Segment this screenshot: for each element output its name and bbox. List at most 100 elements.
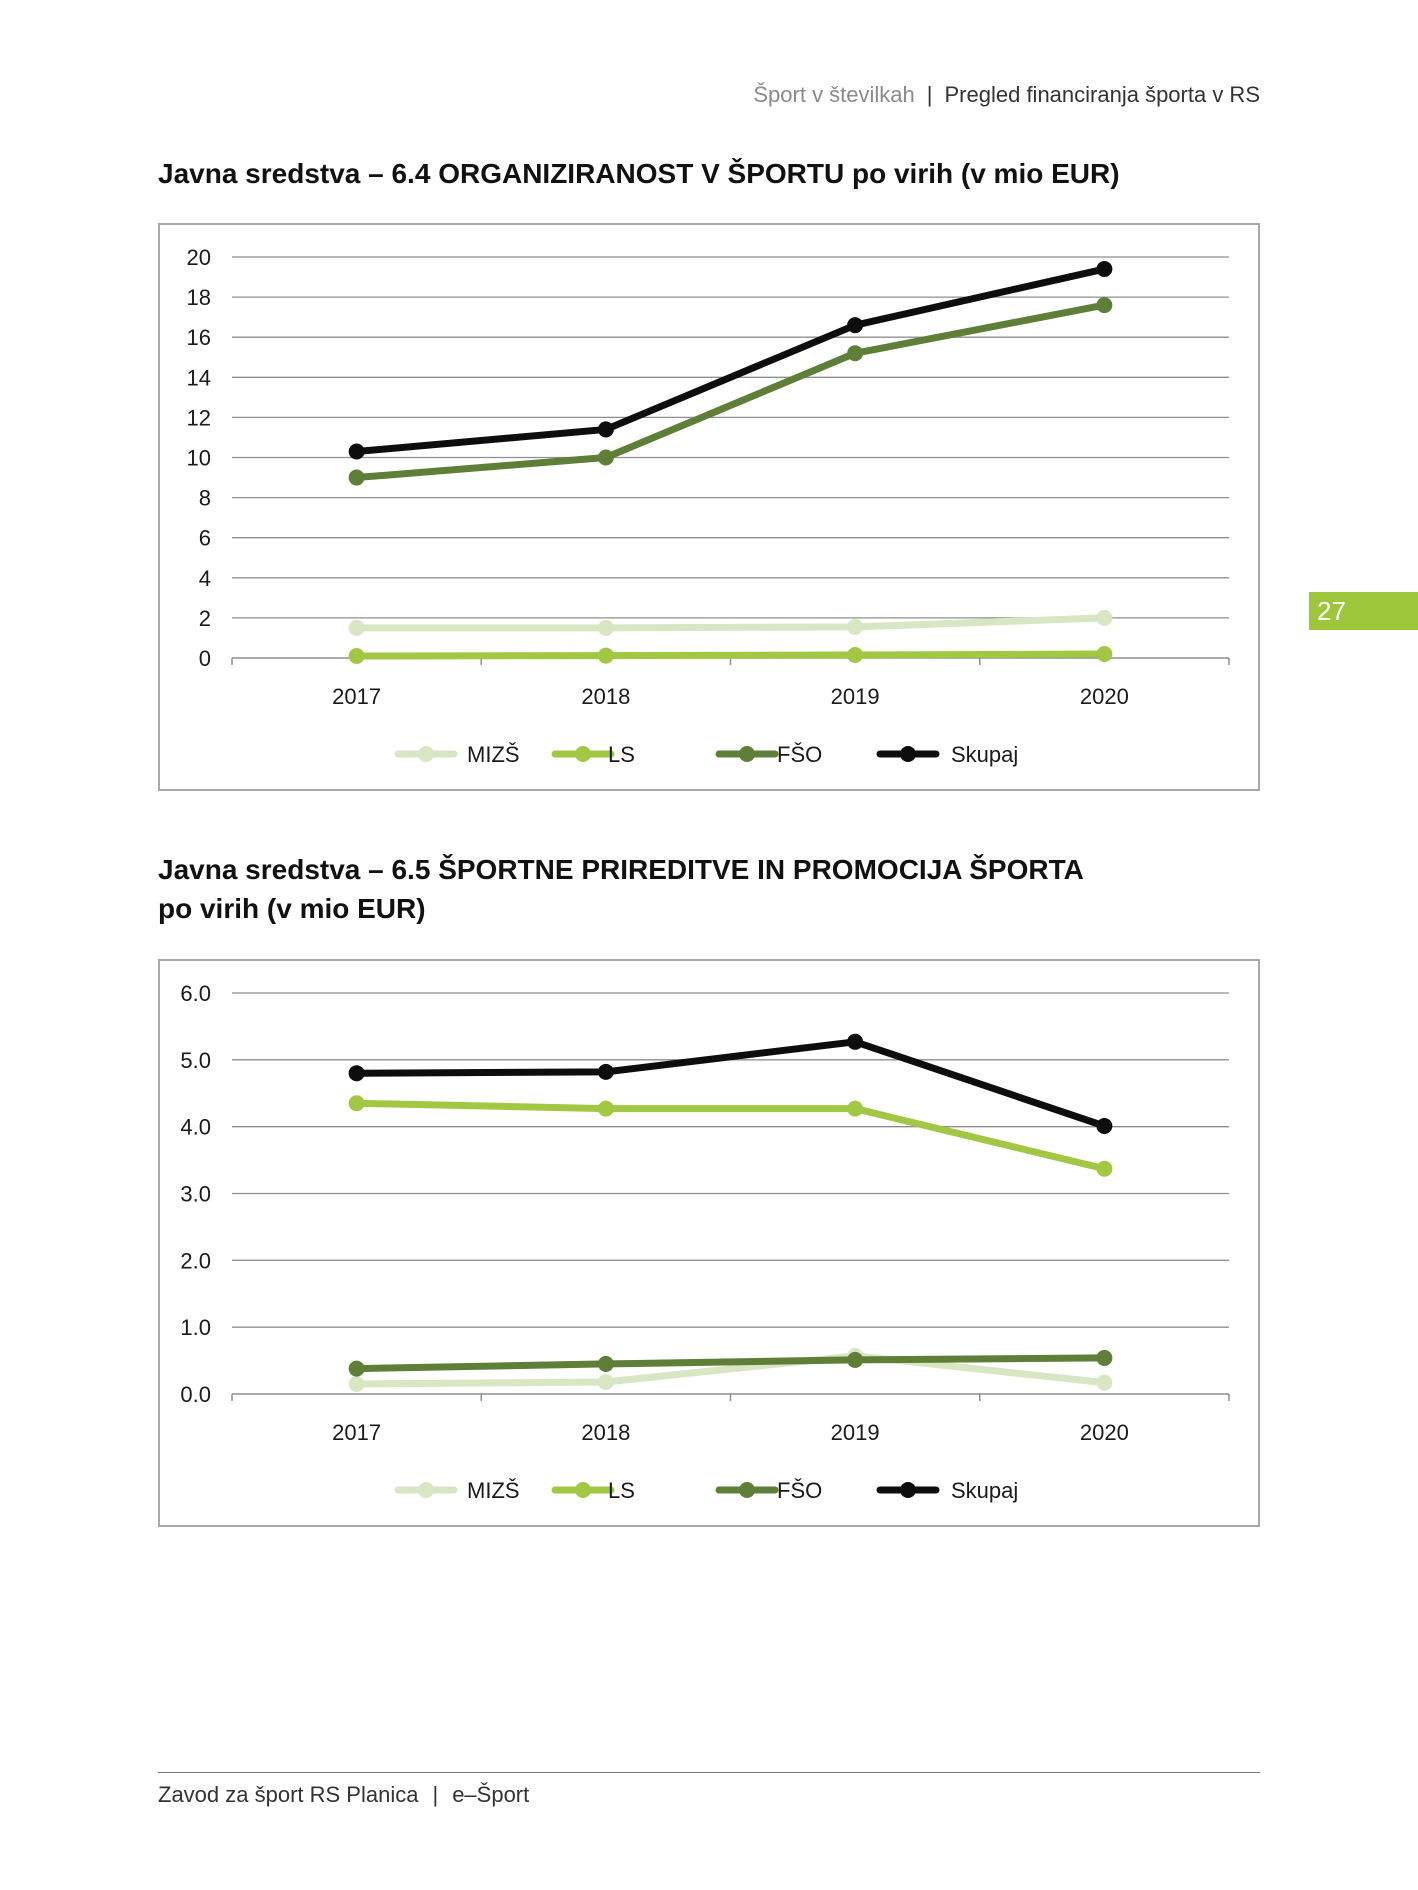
data-point [348, 469, 365, 486]
legend-swatch-marker [418, 746, 434, 762]
series-mizs [348, 1347, 1113, 1392]
x-tick-label: 2018 [581, 1420, 630, 1445]
data-point [1096, 1349, 1113, 1366]
footer-divider [158, 1772, 1260, 1773]
x-tick-label: 2019 [831, 684, 880, 709]
y-tick-label: 20 [187, 245, 211, 270]
data-point [348, 1095, 365, 1112]
running-header: Šport v številkah | Pregled financiranja š… [753, 82, 1260, 108]
y-tick-label: 12 [187, 405, 211, 430]
legend-swatch-marker [739, 746, 755, 762]
series-ls [348, 1095, 1113, 1177]
data-point [847, 1351, 864, 1368]
legend-swatch-marker [900, 746, 916, 762]
data-point [597, 619, 614, 636]
y-tick-label: 6.0 [180, 981, 211, 1006]
legend-label: MIZŠ [467, 1478, 520, 1503]
chart-title-1-line: Javna sredstva – 6.4 ORGANIZIRANOST V ŠP… [158, 158, 1120, 189]
y-tick-label: 0 [199, 646, 211, 671]
y-tick-label: 2.0 [180, 1248, 211, 1273]
chart-title-1: Javna sredstva – 6.4 ORGANIZIRANOST V ŠP… [158, 154, 1120, 193]
legend-label: Skupaj [951, 742, 1018, 767]
data-point [847, 345, 864, 362]
page-number: 27 [1309, 592, 1418, 630]
data-point [1096, 1374, 1113, 1391]
series-mizs [348, 609, 1113, 636]
data-point [597, 1355, 614, 1372]
legend: MIZŠ LS FŠO Skupaj [394, 1478, 1018, 1503]
data-point [847, 1100, 864, 1117]
legend-label: MIZŠ [467, 742, 520, 767]
series-line [353, 650, 1108, 660]
data-point [847, 1033, 864, 1050]
x-tick-label: 2018 [581, 684, 630, 709]
data-point [597, 449, 614, 466]
x-axis-ticks: 2017 2018 2019 2020 [231, 1394, 1230, 1445]
y-tick-label: 5.0 [180, 1048, 211, 1073]
y-tick-label: 0.0 [180, 1382, 211, 1407]
y-tick-label: 8 [199, 486, 211, 511]
x-tick-label: 2019 [831, 1420, 880, 1445]
data-point [348, 619, 365, 636]
data-point [348, 1360, 365, 1377]
legend-swatch-marker [900, 1482, 916, 1498]
series-skupaj [348, 261, 1113, 460]
x-tick-label: 2017 [332, 684, 381, 709]
gridlines [232, 992, 1229, 1328]
gridlines [232, 256, 1229, 619]
chart-organiziranost: 0 2 4 6 8 10 12 14 16 18 20 2017 2018 2019 2020 MIZŠ LS F… [158, 223, 1260, 791]
chart-prireditve: 0.0 1.0 2.0 3.0 4.0 5.0 6.0 2017 2018 2019 2020 MIZ… [158, 959, 1260, 1527]
data-point [348, 1065, 365, 1082]
series-fso [348, 1349, 1113, 1377]
series-fso [348, 297, 1113, 486]
data-point [1096, 645, 1113, 662]
data-point [1096, 297, 1113, 314]
header-section: Pregled financiranja športa v RS [944, 82, 1261, 107]
data-point [348, 443, 365, 460]
header-publication: Šport v številkah [753, 82, 915, 107]
series-ls [348, 645, 1113, 664]
y-tick-label: 4.0 [180, 1115, 211, 1140]
data-point [1096, 1117, 1113, 1134]
y-tick-label: 10 [187, 446, 211, 471]
chart-title-2-line-1: Javna sredstva – 6.5 ŠPORTNE PRIREDITVE … [158, 854, 1084, 885]
series-line [353, 265, 1108, 455]
legend-swatch-marker [575, 746, 591, 762]
legend-label: LS [608, 1478, 635, 1503]
data-point [348, 647, 365, 664]
chart-svg: 0.0 1.0 2.0 3.0 4.0 5.0 6.0 2017 2018 2019 2020 MIZ… [180, 981, 1230, 1503]
chart-title-2: Javna sredstva – 6.5 ŠPORTNE PRIREDITVE … [158, 850, 1084, 928]
data-point [1096, 1160, 1113, 1177]
y-tick-label: 14 [187, 365, 211, 390]
data-point [597, 1063, 614, 1080]
legend-label: LS [608, 742, 635, 767]
chart-title-2-line-2: po virih (v mio EUR) [158, 893, 426, 924]
legend-swatch-marker [418, 1482, 434, 1498]
legend-label: Skupaj [951, 1478, 1018, 1503]
series-line [353, 614, 1108, 632]
series-line [353, 1352, 1108, 1388]
series-line [353, 1099, 1108, 1173]
chart-svg: 0 2 4 6 8 10 12 14 16 18 20 2017 2018 2019 2020 MIZŠ LS F… [187, 245, 1230, 767]
legend-label: FŠO [777, 1478, 822, 1503]
x-tick-label: 2017 [332, 1420, 381, 1445]
data-point [597, 421, 614, 438]
data-point [597, 1100, 614, 1117]
data-point [847, 646, 864, 663]
x-axis-ticks: 2017 2018 2019 2020 [231, 658, 1230, 709]
y-tick-label: 18 [187, 285, 211, 310]
series-line [353, 301, 1108, 482]
data-point [1096, 261, 1113, 278]
footer-institution: Zavod za šport RS Planica [158, 1782, 419, 1807]
y-tick-label: 3.0 [180, 1182, 211, 1207]
data-point [847, 317, 864, 334]
y-axis-ticks: 0.0 1.0 2.0 3.0 4.0 5.0 6.0 [180, 981, 211, 1407]
data-point [847, 618, 864, 635]
legend-swatch-marker [739, 1482, 755, 1498]
page-footer: Zavod za šport RS Planica | e–Šport [158, 1782, 529, 1808]
y-tick-label: 16 [187, 325, 211, 350]
y-tick-label: 1.0 [180, 1315, 211, 1340]
legend: MIZŠ LS FŠO Skupaj [394, 742, 1018, 767]
legend-label: FŠO [777, 742, 822, 767]
footer-product: e–Šport [452, 1782, 530, 1807]
